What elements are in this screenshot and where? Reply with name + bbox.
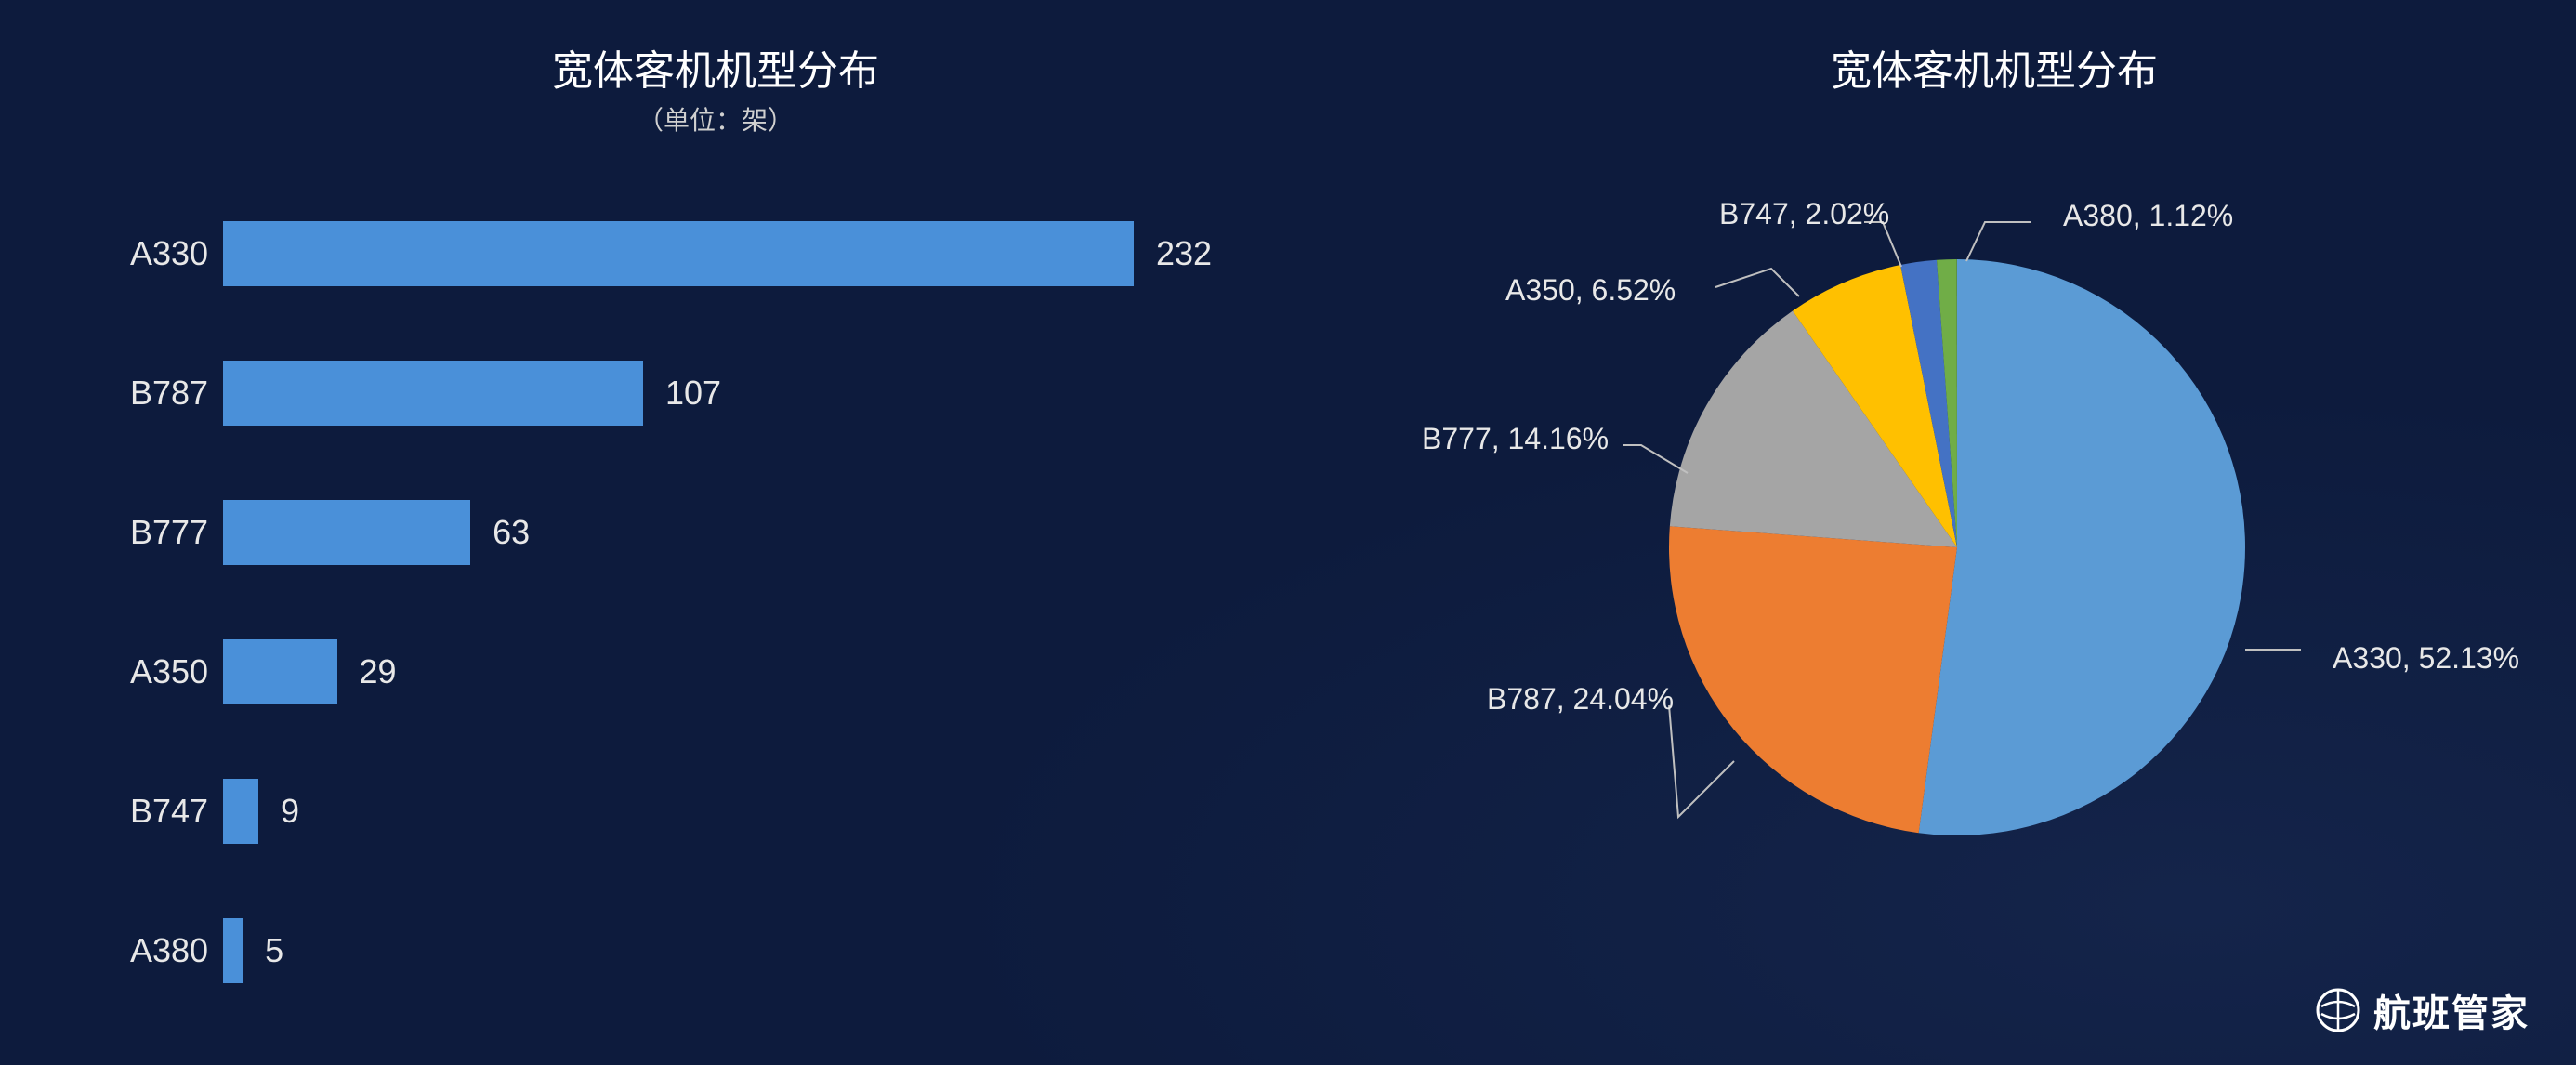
bar-category-label: A350: [130, 652, 223, 691]
bar-track: 107: [223, 361, 1338, 426]
pie-leader-line: [1623, 445, 1688, 473]
pie-chart-title: 宽体客机机型分布: [1468, 37, 2520, 97]
bar-value-label: 232: [1156, 234, 1212, 273]
pie-slice-label: A350, 6.52%: [1505, 273, 1676, 308]
bar-fill: [223, 500, 470, 565]
pie-slice: [1669, 526, 1957, 833]
bar-track: 5: [223, 918, 1338, 983]
pie-chart-panel: 宽体客机机型分布 A330, 52.13% B787, 24.04% B777, 1…: [1394, 0, 2576, 1065]
bar-row: A380 5: [130, 881, 1338, 1020]
bar-value-label: 29: [360, 652, 397, 691]
bar-row: A350 29: [130, 602, 1338, 742]
bar-row: A330 232: [130, 184, 1338, 323]
bar-track: 9: [223, 779, 1338, 844]
pie-slice: [1919, 259, 2245, 835]
pie-chart: A330, 52.13% B787, 24.04% B777, 14.16% A350…: [1394, 152, 2520, 942]
bar-track: 63: [223, 500, 1338, 565]
bar-category-label: A330: [130, 234, 223, 273]
bar-category-label: A380: [130, 931, 223, 970]
pie-slice-label: A330, 52.13%: [2333, 641, 2519, 676]
pie-slice-label: A380, 1.12%: [2063, 199, 2233, 233]
watermark-text: 航班管家: [2373, 983, 2530, 1037]
bar-fill: [223, 361, 643, 426]
pie-leader-line: [1966, 222, 2031, 261]
pie-slice-label: B747, 2.02%: [1719, 197, 1889, 231]
bar-chart: A330 232 B787 107 B777 63 A350 29 B747 9 A380 5: [93, 184, 1338, 1020]
bar-chart-title: 宽体客机机型分布: [93, 37, 1338, 97]
bar-fill: [223, 221, 1134, 286]
bar-category-label: B777: [130, 513, 223, 552]
bar-fill: [223, 779, 258, 844]
bar-value-label: 9: [281, 792, 299, 831]
bar-category-label: B747: [130, 792, 223, 831]
bar-row: B747 9: [130, 742, 1338, 881]
pie-slice-label: B777, 14.16%: [1422, 422, 1609, 456]
watermark-icon: [2316, 988, 2360, 1032]
bar-row: B787 107: [130, 323, 1338, 463]
pie-slice-label: B787, 24.04%: [1487, 682, 1674, 717]
bar-category-label: B787: [130, 374, 223, 413]
pie-leader-line: [1669, 705, 1734, 817]
bar-value-label: 63: [493, 513, 530, 552]
bar-chart-subtitle: （单位：架）: [93, 100, 1338, 138]
bar-chart-panel: 宽体客机机型分布 （单位：架） A330 232 B787 107 B777 63 A350…: [0, 0, 1394, 1065]
pie-svg: [1381, 148, 2533, 947]
bar-track: 232: [223, 221, 1338, 286]
pie-leader-line: [1715, 269, 1799, 296]
bar-fill: [223, 639, 337, 704]
watermark: 航班管家: [2316, 983, 2530, 1037]
bar-fill: [223, 918, 243, 983]
bar-value-label: 107: [665, 374, 721, 413]
bar-row: B777 63: [130, 463, 1338, 602]
bar-track: 29: [223, 639, 1338, 704]
bar-value-label: 5: [265, 931, 283, 970]
